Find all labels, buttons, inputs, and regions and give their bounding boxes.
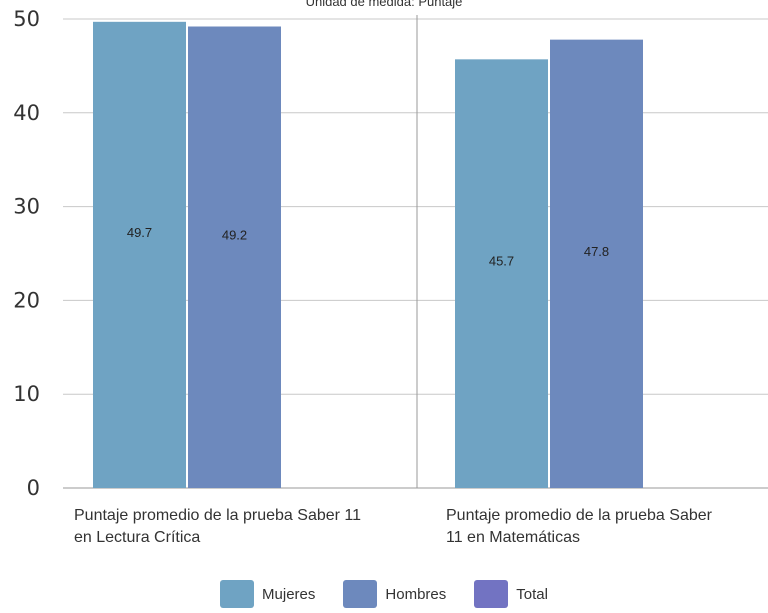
category-label-line: 11 en Matemáticas — [446, 529, 580, 546]
y-tick-label: 40 — [13, 101, 40, 125]
bar-mujeres — [455, 59, 548, 489]
data-label: 45.7 — [489, 254, 514, 269]
y-tick-label: 10 — [13, 382, 40, 406]
category-label-lectura: Puntaje promedio de la prueba Saber 11 e… — [74, 505, 414, 549]
category-label-line: Puntaje promedio de la prueba Saber 11 — [74, 507, 362, 524]
legend-label: Hombres — [385, 585, 447, 603]
y-tick-label: 30 — [13, 195, 40, 219]
bar-mujeres — [93, 21, 186, 489]
y-tick-label: 50 — [13, 7, 40, 31]
bar-hombres — [188, 26, 281, 489]
legend-label: Total — [516, 585, 548, 603]
legend-item-mujeres: Mujeres — [220, 580, 315, 608]
legend-swatch — [343, 580, 378, 608]
chart-subtitle: Unidad de medida: Puntaje — [305, 0, 463, 9]
data-label: 49.7 — [127, 225, 152, 240]
data-label: 47.8 — [584, 244, 609, 259]
y-tick-label: 20 — [13, 288, 40, 312]
bar-hombres — [550, 39, 643, 489]
y-tick-label: 0 — [27, 476, 40, 500]
legend-swatch — [220, 580, 255, 608]
category-label-line: Puntaje promedio de la prueba Saber — [446, 507, 712, 524]
data-label: 49.2 — [222, 227, 247, 242]
legend: Mujeres Hombres Total — [0, 580, 768, 608]
category-label-line: en Lectura Crítica — [74, 529, 201, 546]
category-label-matematicas: Puntaje promedio de la prueba Saber 11 e… — [446, 505, 766, 549]
legend-label: Mujeres — [262, 585, 316, 603]
legend-item-total: Total — [474, 580, 548, 608]
legend-item-hombres: Hombres — [343, 580, 446, 608]
legend-swatch — [474, 580, 509, 608]
